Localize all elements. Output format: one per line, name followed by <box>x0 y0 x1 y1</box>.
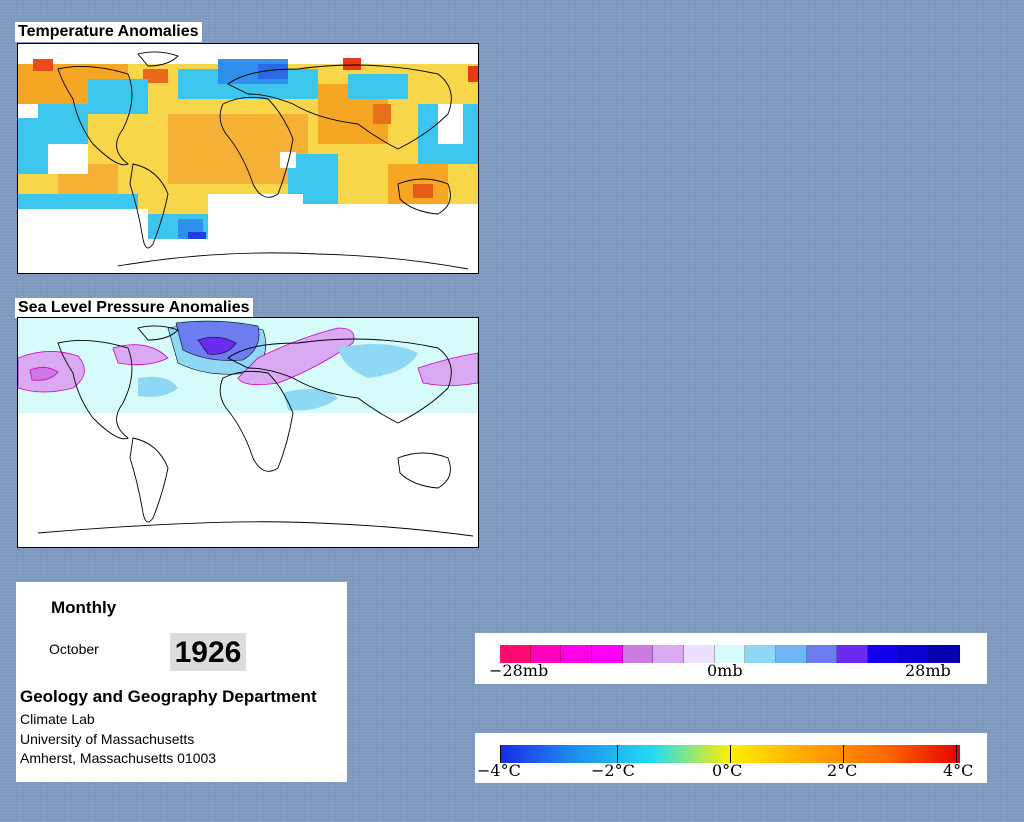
pressure-color-scale <box>500 645 961 663</box>
month-label: October <box>49 641 99 657</box>
info-box: Monthly October 1926 Geology and Geograp… <box>16 582 347 782</box>
pressure-min-label: −28mb <box>489 661 549 680</box>
pressure-swatch <box>622 645 654 663</box>
temp-label-minus2: −2°C <box>591 761 635 780</box>
pressure-swatch <box>684 645 715 663</box>
temp-label-plus2: 2°C <box>827 761 858 780</box>
pressure-legend: −28mb 0mb 28mb <box>475 633 987 684</box>
pressure-swatch <box>898 645 930 663</box>
pressure-swatch <box>776 645 807 663</box>
year-label: 1926 <box>170 633 246 671</box>
pressure-swatch <box>868 645 899 663</box>
pressure-map-image <box>18 318 478 547</box>
temp-label-zero: 0°C <box>712 761 743 780</box>
temperature-legend: −4°C −2°C 0°C 2°C 4°C <box>475 733 987 783</box>
temp-label-minus4: −4°C <box>477 761 521 780</box>
pressure-swatch <box>714 645 746 663</box>
lab-name: Climate Lab <box>20 711 95 727</box>
address: Amherst, Massachusetts 01003 <box>20 750 217 766</box>
pressure-swatch <box>500 645 531 663</box>
pressure-max-label: 28mb <box>905 661 951 680</box>
pressure-map-title: Sea Level Pressure Anomalies <box>15 298 253 318</box>
temperature-anomaly-map <box>17 43 479 274</box>
pressure-swatch <box>653 645 685 663</box>
pressure-swatch <box>837 645 869 663</box>
pressure-swatch <box>929 645 961 663</box>
pressure-anomaly-map <box>17 317 479 548</box>
pressure-swatch <box>592 645 623 663</box>
pressure-swatch <box>745 645 777 663</box>
university-name: University of Massachusetts <box>20 731 195 747</box>
period-label: Monthly <box>51 598 117 617</box>
department-name: Geology and Geography Department <box>20 687 317 706</box>
pressure-zero-label: 0mb <box>707 661 743 680</box>
temperature-map-title: Temperature Anomalies <box>15 22 202 42</box>
pressure-swatch <box>806 645 838 663</box>
temp-label-plus4: 4°C <box>943 761 974 780</box>
pressure-swatch <box>561 645 593 663</box>
pressure-swatch <box>530 645 562 663</box>
temperature-map-image <box>18 44 478 273</box>
